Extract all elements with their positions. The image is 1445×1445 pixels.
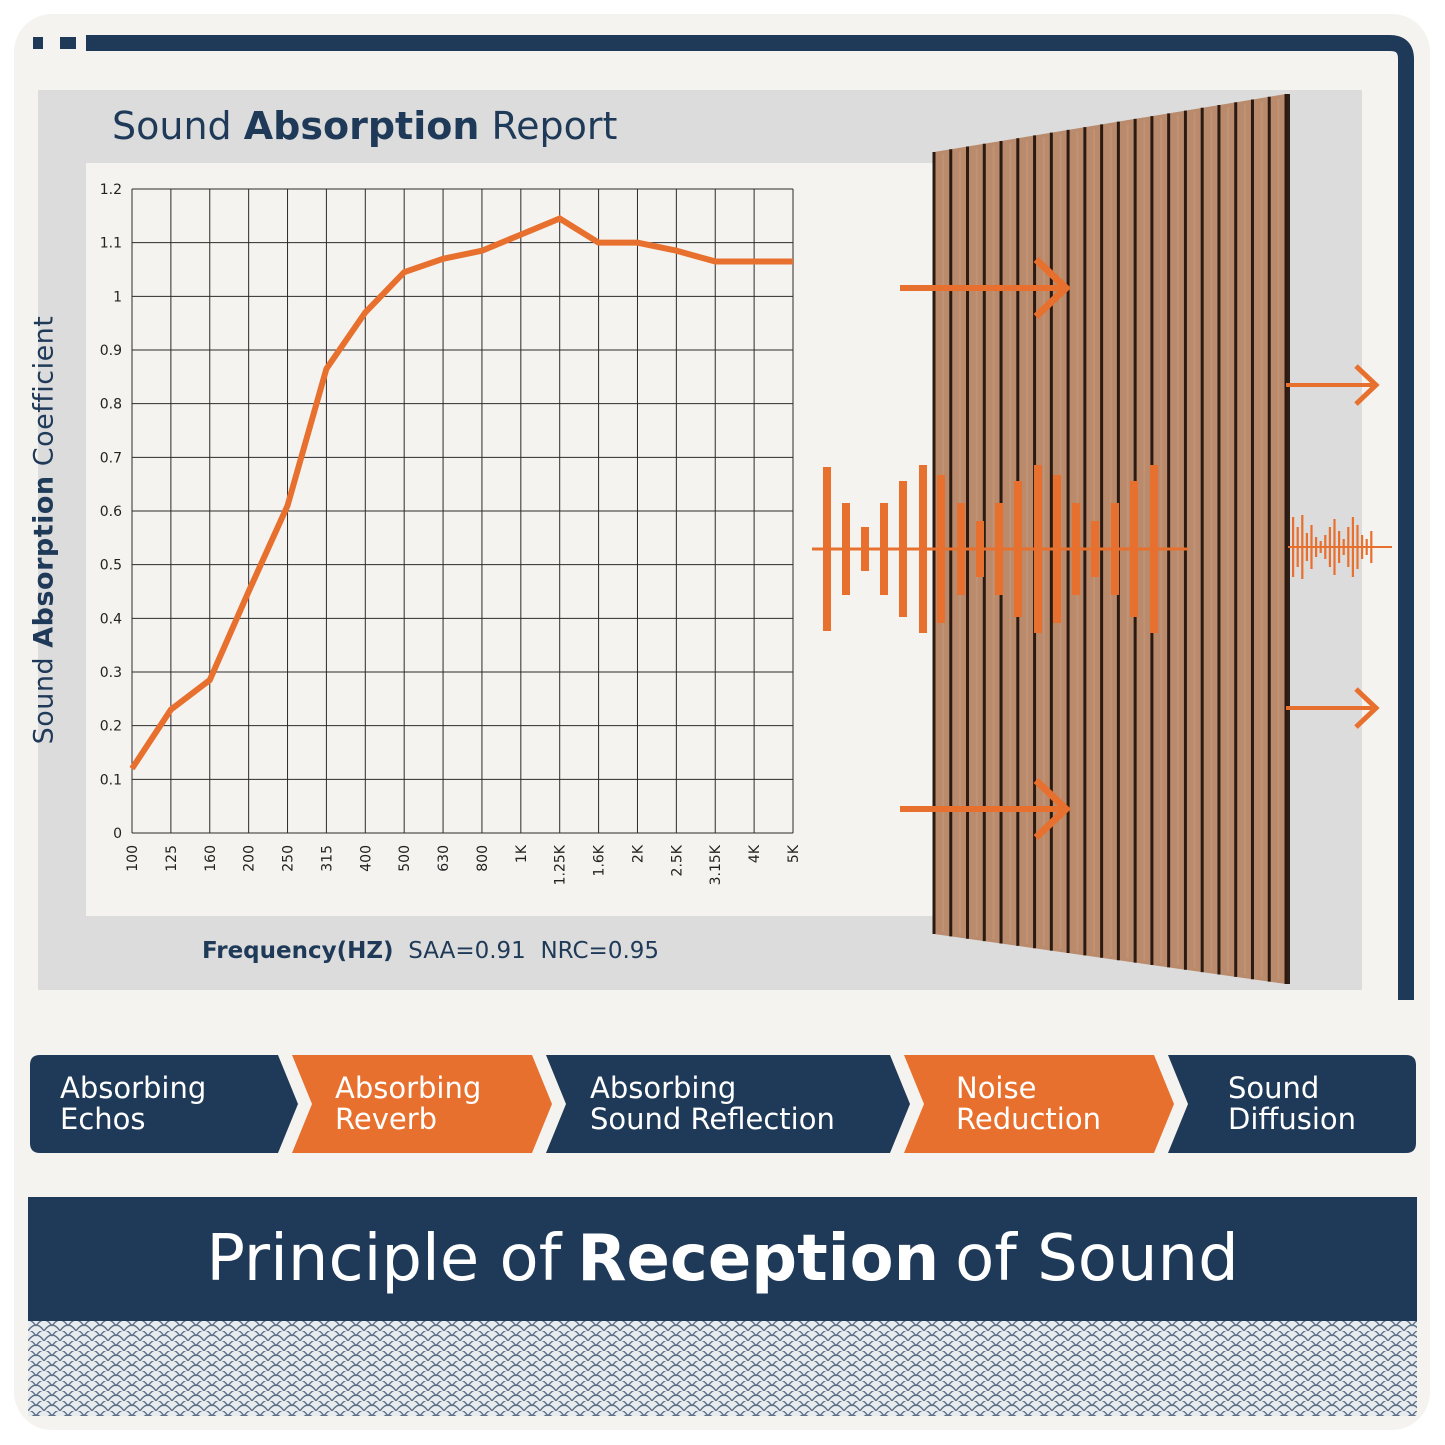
x-axis-label: Frequency(HZ) (202, 938, 394, 964)
feature-absorbing-sound-reflection: Absorbing Sound Reflection (590, 1071, 835, 1136)
y-tick-label: 0.8 (100, 397, 122, 413)
x-tick-label: 1.25K (553, 844, 569, 885)
arrow-right-icon (1286, 687, 1380, 729)
absorption-line-series (129, 215, 793, 771)
page-title-banner: Principle of Reception of Sound (28, 1197, 1417, 1321)
wave-bar-small (1292, 517, 1295, 577)
x-tick-label: 1.6K (592, 844, 608, 876)
wave-bar-small (1342, 539, 1345, 555)
wave-bar-small (1365, 539, 1368, 555)
x-tick-label: 2.5K (669, 844, 685, 876)
tag-bg-5 (1168, 1055, 1416, 1153)
x-tick-label: 5K (786, 844, 802, 863)
x-tick-label: 3.15K (708, 844, 724, 885)
y-tick-label: 1 (113, 289, 122, 305)
tag-bg-2 (292, 1055, 552, 1153)
y-tick-label: 0.2 (100, 719, 122, 735)
wave-bar (995, 503, 1003, 595)
tag-bg-1 (30, 1055, 298, 1153)
x-tick-label: 125 (164, 845, 180, 872)
x-tick-label: 160 (203, 845, 219, 872)
wave-bar (1111, 503, 1119, 595)
sound-wave-icon (812, 465, 1188, 633)
wave-bar (823, 467, 831, 631)
y-tick-label: 0.9 (100, 343, 122, 359)
wave-bar-small (1319, 541, 1322, 553)
wave-bar-small (1328, 527, 1331, 567)
x-tick-label: 400 (358, 845, 374, 872)
wave-bar-small (1356, 525, 1359, 569)
x-tick-label: 315 (319, 845, 335, 872)
x-tick-label: 250 (281, 845, 297, 872)
wave-bar-small (1324, 535, 1327, 559)
wave-bar (861, 527, 869, 571)
wave-bar-small (1351, 517, 1354, 577)
x-tick-label: 1K (514, 844, 530, 863)
saa-value: SAA=0.91 (408, 938, 526, 964)
wave-bar (1053, 475, 1061, 623)
y-tick-label: 0.1 (100, 772, 122, 788)
feature-absorbing-reverb: Absorbing Reverb (335, 1071, 482, 1136)
x-tick-label: 4K (747, 844, 763, 863)
wave-bar-small (1370, 531, 1373, 563)
y-tick-label: 0.7 (100, 450, 122, 466)
sound-wave-icon (1288, 515, 1392, 579)
x-tick-label: 100 (125, 845, 141, 872)
wave-pattern-footer (28, 1321, 1417, 1416)
wave-bar (1072, 503, 1080, 595)
y-tick-label: 0.3 (100, 665, 122, 681)
wave-bar (1034, 465, 1042, 633)
y-tick-label: 1.2 (100, 182, 122, 198)
wave-bar-small (1301, 515, 1304, 579)
wave-bar-small (1315, 537, 1318, 557)
wave-bar-small (1310, 525, 1313, 569)
x-tick-label: 2K (630, 844, 646, 863)
arrow-right-icon (1286, 364, 1380, 406)
y-tick-label: 0 (113, 826, 122, 842)
tag-bg-4 (904, 1055, 1174, 1153)
y-tick-label: 1.1 (100, 236, 122, 252)
wave-bar (919, 465, 927, 633)
feature-absorbing-echos: Absorbing Echos (60, 1071, 207, 1136)
x-tick-label: 500 (397, 845, 413, 872)
wave-bar-small (1361, 535, 1364, 559)
wave-bar (937, 475, 945, 623)
wave-bar (976, 521, 984, 577)
wave-bar-small (1333, 519, 1336, 575)
y-tick-label: 0.4 (100, 611, 122, 627)
x-tick-label: 800 (475, 845, 491, 872)
wave-bar-small (1305, 533, 1308, 561)
arrow-right-icon (900, 256, 1072, 320)
x-tick-label: 200 (242, 845, 258, 872)
wave-bar-small (1338, 531, 1341, 563)
wave-bar (957, 503, 965, 595)
feature-noise-reduction: Noise Reduction (956, 1071, 1101, 1136)
tag-bg-3 (546, 1055, 910, 1153)
x-axis-summary: Frequency(HZ) SAA=0.91 NRC=0.95 (202, 938, 659, 964)
wave-bar (880, 503, 888, 595)
wave-bar (1091, 521, 1099, 577)
wave-bar (842, 503, 850, 595)
wave-bar (899, 481, 907, 617)
nrc-value: NRC=0.95 (540, 938, 660, 964)
chart-title: Sound Absorption Report (112, 104, 618, 148)
x-tick-label: 630 (436, 845, 452, 872)
wave-bar-small (1296, 527, 1299, 567)
feature-sound-diffusion: Sound Diffusion (1228, 1071, 1357, 1136)
y-tick-label: 0.6 (100, 504, 122, 520)
wave-bar-small (1347, 527, 1350, 567)
y-tick-label: 0.5 (100, 558, 122, 574)
wave-bar (1014, 481, 1022, 617)
wave-bar (1130, 481, 1138, 617)
wave-bar (1150, 465, 1158, 633)
arrow-right-icon (900, 777, 1072, 841)
